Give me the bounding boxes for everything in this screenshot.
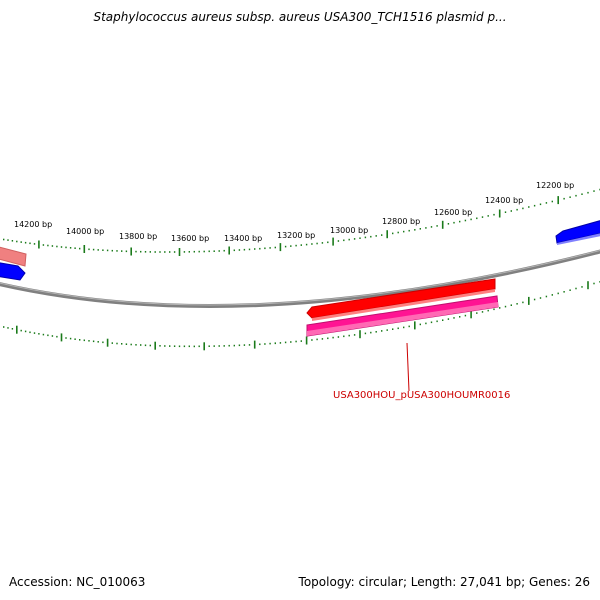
tick-label: 12600 bp [434,208,472,217]
feature-label[interactable]: USA300HOU_pUSA300HOUMR0016 [333,390,510,401]
tick-label: 13600 bp [171,234,209,243]
plasmid-backbone [0,249,600,309]
topology-summary: Topology: circular; Length: 27,041 bp; G… [298,575,590,589]
plasmid-backbone-highlight [0,249,600,306]
tick-label: 12200 bp [536,181,574,190]
tick-label: 12400 bp [485,196,523,205]
tick-label: 13200 bp [277,231,315,240]
inner-tick-ring [3,281,600,351]
feature-label-connector [406,342,410,392]
tick-label: 14200 bp [14,220,52,229]
gene-reverse-left[interactable] [0,262,26,281]
map-title: Staphylococcus aureus subsp. aureus USA3… [93,10,507,24]
gene-forward-highlight [312,289,495,321]
tick-labels: 14200 bp 14000 bp 13800 bp 13600 bp 1340… [14,181,574,243]
tick-label: 12800 bp [382,217,420,226]
tick-label: 13800 bp [119,232,157,241]
tick-label: 13000 bp [330,226,368,235]
outer-tick-ring [3,188,600,256]
tick-label: 14000 bp [66,227,104,236]
cds-feature-highlight [307,302,498,336]
gene-forward-faded[interactable] [0,246,27,267]
tick-label: 13400 bp [224,234,262,243]
accession-text: Accession: NC_010063 [9,575,146,589]
gene-reverse-right-highlight [557,233,600,245]
